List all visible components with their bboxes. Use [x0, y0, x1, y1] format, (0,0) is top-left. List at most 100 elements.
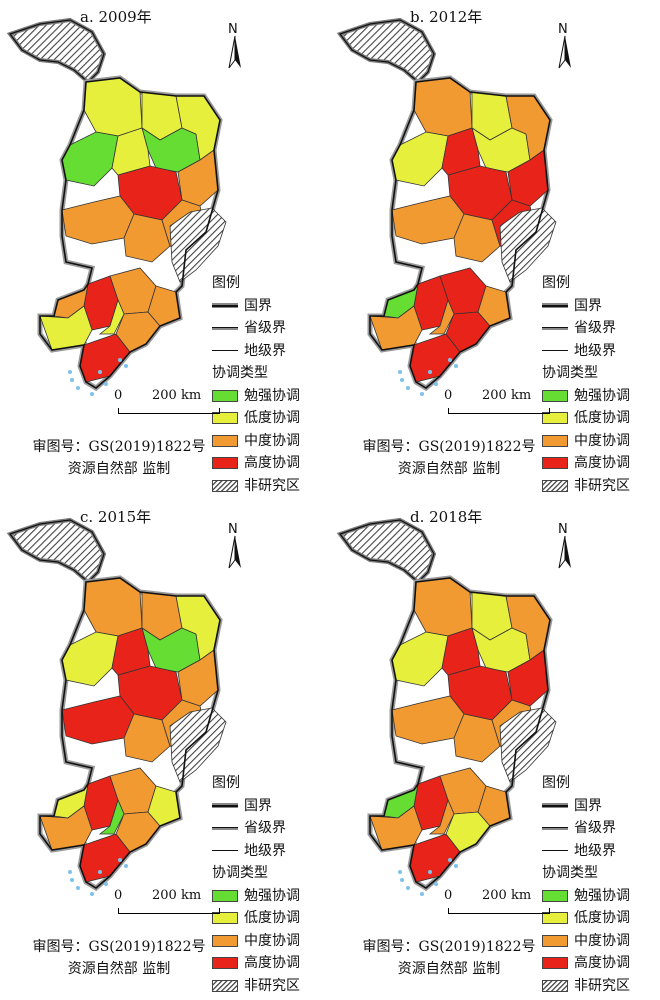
legend-none: 非研究区 [542, 475, 630, 498]
legend-provincial-label: 省级界 [574, 320, 616, 336]
legend-national: 国界 [542, 295, 630, 318]
legend-type-title-label: 协调类型 [542, 865, 598, 881]
legend-provincial: 省级界 [212, 317, 300, 340]
region-7 [441, 627, 481, 676]
legend-weak-label: 勉强协调 [244, 387, 300, 404]
review-number-block: 审图号：GS(2019)1822号 资源自然部 监制 [24, 436, 214, 480]
north-arrow-icon [228, 35, 241, 69]
review-number: 审图号：GS(2019)1822号 [362, 439, 536, 455]
legend-weak-label: 勉强协调 [574, 387, 630, 404]
legend-prefectural-label: 地级界 [574, 342, 616, 359]
scale-distance: 200 km [482, 888, 532, 903]
legend-low: 低度协调 [542, 407, 630, 430]
island [454, 864, 458, 868]
legend-type-title: 协调类型 [542, 362, 630, 385]
legend-weak: 勉强协调 [542, 885, 630, 908]
legend-mid-label: 中度协调 [244, 932, 300, 949]
island [68, 870, 72, 874]
legend-national: 国界 [542, 795, 630, 818]
legend-national-label: 国界 [244, 297, 272, 314]
legend-high-label: 高度协调 [574, 455, 630, 471]
legend-high: 高度协调 [212, 952, 300, 975]
north-arrow-icon [558, 35, 571, 69]
legend-provincial-label: 省级界 [244, 820, 286, 836]
region-9 [61, 195, 135, 245]
island [406, 386, 410, 390]
legend-low: 低度协调 [212, 407, 300, 430]
island [434, 382, 438, 386]
legend-type-title: 协调类型 [542, 862, 630, 885]
review-number: 审图号：GS(2019)1822号 [362, 939, 536, 955]
map-legend: 图例 国界 省级界 地级界 协调类型 勉强协调 低度协调 中度协调 高度协调 非研究区 [212, 272, 300, 497]
island [68, 370, 72, 374]
supervisor-note: 资源自然部 监制 [67, 961, 171, 977]
supervisor-note: 资源自然部 监制 [67, 461, 171, 477]
legend-mid-label: 中度协调 [574, 432, 630, 449]
island [76, 886, 80, 890]
legend-none: 非研究区 [212, 975, 300, 998]
scale-zero: 0 [444, 888, 453, 903]
legend-weak: 勉强协调 [542, 385, 630, 408]
legend-prefectural-label: 地级界 [574, 842, 616, 859]
legend-mid: 中度协调 [542, 430, 630, 453]
island [420, 892, 424, 896]
legend-national-label: 国界 [574, 297, 602, 314]
legend-low: 低度协调 [542, 907, 630, 930]
legend-weak: 勉强协调 [212, 885, 300, 908]
legend-high: 高度协调 [542, 452, 630, 475]
scale-zero: 0 [114, 388, 123, 403]
legend-prefectural: 地级界 [542, 840, 630, 863]
island [420, 392, 424, 396]
scale-distance: 200 km [152, 888, 202, 903]
island [400, 878, 404, 882]
legend-weak-label: 勉强协调 [574, 887, 630, 904]
region-14 [428, 798, 455, 835]
choropleth-map [6, 517, 227, 896]
island [118, 858, 122, 862]
legend-provincial-label: 省级界 [244, 320, 286, 336]
legend-mid: 中度协调 [212, 930, 300, 953]
legend-type-title-label: 协调类型 [542, 365, 598, 381]
island [70, 878, 74, 882]
island [124, 864, 128, 868]
legend-type-title-label: 协调类型 [212, 365, 268, 381]
legend-high: 高度协调 [212, 452, 300, 475]
north-arrow-label: N [558, 522, 568, 537]
review-number-block: 审图号：GS(2019)1822号 资源自然部 监制 [354, 936, 544, 980]
island [124, 364, 128, 368]
island [398, 370, 402, 374]
legend-provincial: 省级界 [542, 817, 630, 840]
legend-type-title: 协调类型 [212, 862, 300, 885]
island [98, 370, 102, 374]
scale-zero: 0 [444, 388, 453, 403]
legend-provincial: 省级界 [542, 317, 630, 340]
region-7 [111, 127, 151, 176]
island [104, 382, 108, 386]
legend-high: 高度协调 [542, 952, 630, 975]
legend-weak: 勉强协调 [212, 385, 300, 408]
island [406, 886, 410, 890]
map-panel-1: a. 2009年 N 图例 国界 省级界 地级界 协调类型 勉强协调 低度协调 中度协调 高度协调非… [0, 0, 330, 500]
north-arrow-icon [228, 535, 241, 569]
legend-prefectural: 地级界 [542, 340, 630, 363]
island [434, 882, 438, 886]
legend-title-label: 图例 [212, 775, 240, 791]
region-14 [98, 798, 125, 835]
legend-mid: 中度协调 [212, 430, 300, 453]
legend-title: 图例 [542, 772, 630, 795]
legend-title-label: 图例 [212, 275, 240, 291]
map-legend: 图例 国界省级界地级界协调类型勉强协调低度协调中度协调高度协调非研究区 [542, 272, 630, 497]
legend-none-label: 非研究区 [574, 977, 630, 994]
island [98, 870, 102, 874]
panel-title: b. 2012年 [410, 8, 483, 26]
panel-title: a. 2009年 [80, 8, 152, 26]
review-number: 审图号：GS(2019)1822号 [32, 939, 206, 955]
island [104, 882, 108, 886]
map-legend: 图例 国界 省级界 地级界 协调类型 勉强协调 低度协调 中度协调 高度协调 非研究区 [542, 772, 630, 997]
region-9 [391, 695, 465, 745]
legend-title-label: 图例 [542, 275, 570, 291]
legend-high-label: 高度协调 [244, 955, 300, 971]
legend-type-title-label: 协调类型 [212, 865, 268, 881]
island [118, 358, 122, 362]
island [448, 358, 452, 362]
